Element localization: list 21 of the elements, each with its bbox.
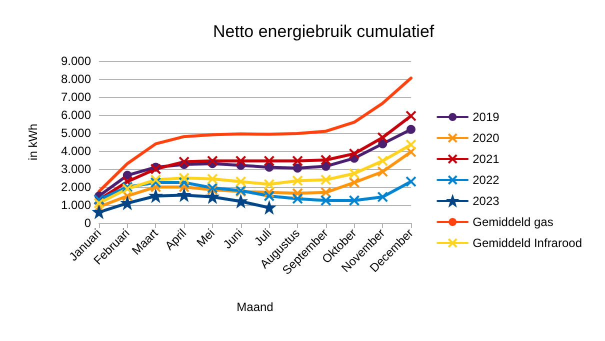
legend-label: Gemiddeld Infrarood — [472, 236, 582, 250]
y-axis-title: in kWh — [26, 124, 40, 160]
y-tick-label: 4.000 — [60, 144, 92, 158]
legend-label: Gemiddeld gas — [472, 215, 554, 229]
legend-label: 2022 — [472, 173, 500, 187]
y-tick-label: 2.000 — [60, 180, 92, 194]
y-tick-label: 0 — [84, 216, 92, 230]
legend-label: 2019 — [472, 110, 500, 124]
y-tick-label: 7.000 — [60, 90, 92, 104]
legend-label: 2020 — [472, 131, 500, 145]
y-tick-label: 5.000 — [60, 126, 92, 140]
x-axis-title: Maand — [236, 300, 274, 314]
y-tick-label: 9.000 — [60, 54, 92, 68]
y-tick-label: 3.000 — [60, 162, 92, 176]
y-tick-label: 8.000 — [60, 72, 92, 86]
y-tick-label: 1.000 — [60, 198, 92, 212]
y-tick-label: 6.000 — [60, 108, 92, 122]
legend-label: 2021 — [472, 152, 500, 166]
chart-title: Netto energiebruik cumulatief — [213, 22, 434, 41]
legend-label: 2023 — [472, 194, 500, 208]
x-tick-label: Mei — [194, 226, 218, 250]
